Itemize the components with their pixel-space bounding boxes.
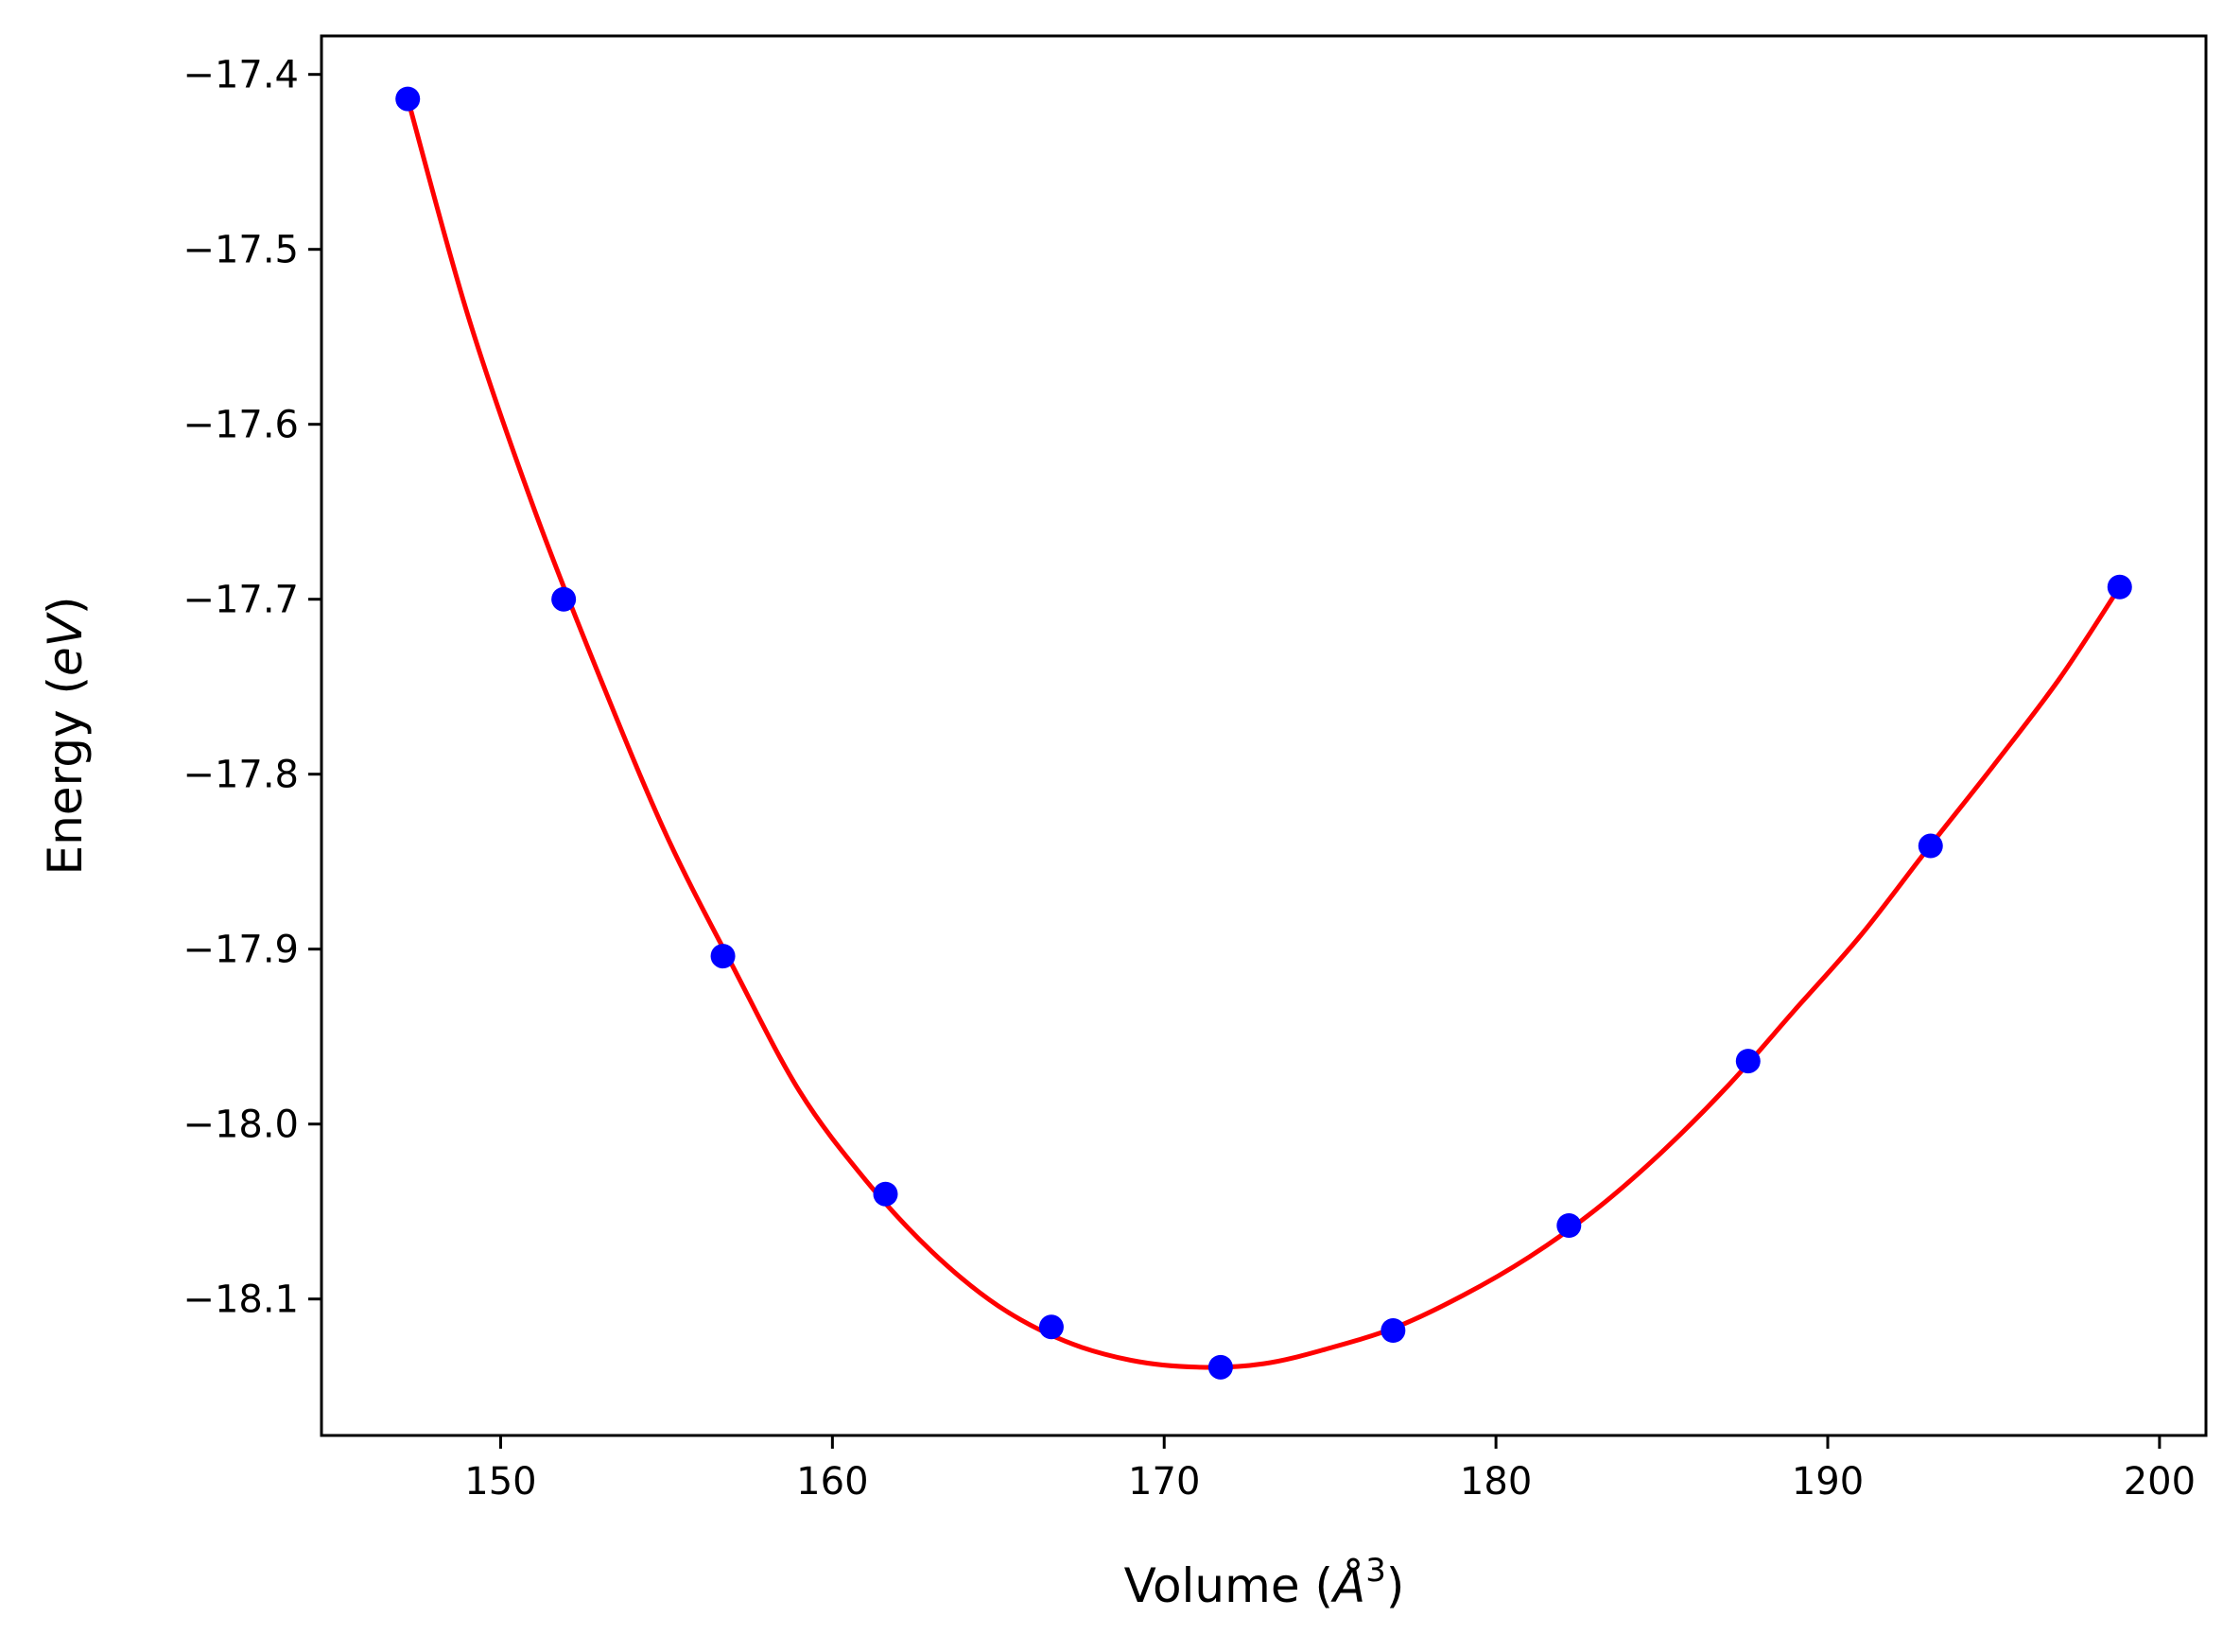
data-point — [1038, 1314, 1064, 1340]
y-tick-label: −17.8 — [182, 754, 299, 797]
x-axis-label-close: ) — [1386, 1558, 1405, 1613]
x-axis-label-symbol: Å — [1330, 1558, 1365, 1613]
data-point — [1735, 1049, 1761, 1074]
data-point — [1918, 833, 1943, 859]
x-axis-label: Volume (Å3) — [1124, 1552, 1405, 1613]
data-point — [873, 1181, 898, 1207]
plot-area — [321, 36, 2206, 1435]
y-axis-label: Energy (eV) — [38, 597, 93, 876]
x-tick-label: 160 — [796, 1460, 868, 1504]
y-tick-label: −17.9 — [182, 929, 299, 972]
data-point — [551, 586, 577, 612]
y-tick-label: −17.6 — [182, 404, 299, 447]
x-axis-ticks: 150 160 170 180 190 200 — [464, 1435, 2196, 1504]
data-point — [1380, 1318, 1406, 1343]
data-point — [710, 944, 736, 969]
x-tick-label: 150 — [464, 1460, 536, 1504]
y-tick-label: −18.1 — [182, 1278, 299, 1322]
y-axis-label-text: Energy ( — [38, 676, 93, 875]
plot-frame — [320, 34, 2208, 1437]
x-axis-label-exponent: 3 — [1365, 1552, 1386, 1590]
y-axis-ticks: −17.4 −17.5 −17.6 −17.7 −17.8 −17.9 −18.0 −18.1 — [182, 54, 321, 1322]
y-tick-label: −17.7 — [182, 579, 299, 622]
x-tick-label: 180 — [1460, 1460, 1532, 1504]
x-tick-label: 170 — [1128, 1460, 1200, 1504]
data-point — [2107, 574, 2132, 600]
y-axis-label-close: ) — [38, 597, 93, 616]
y-tick-label: −17.5 — [182, 229, 299, 272]
fit-curve — [405, 96, 2123, 1370]
y-axis-label-unit: eV — [38, 611, 93, 676]
data-point — [1556, 1213, 1582, 1238]
data-point — [395, 86, 421, 112]
y-tick-label: −18.0 — [182, 1104, 299, 1147]
y-tick-label: −17.4 — [182, 54, 299, 97]
x-tick-label: 200 — [2124, 1460, 2196, 1504]
x-tick-label: 190 — [1792, 1460, 1864, 1504]
data-point — [1207, 1354, 1233, 1380]
x-axis-label-text: Volume ( — [1124, 1558, 1333, 1613]
data-points — [395, 86, 2132, 1380]
